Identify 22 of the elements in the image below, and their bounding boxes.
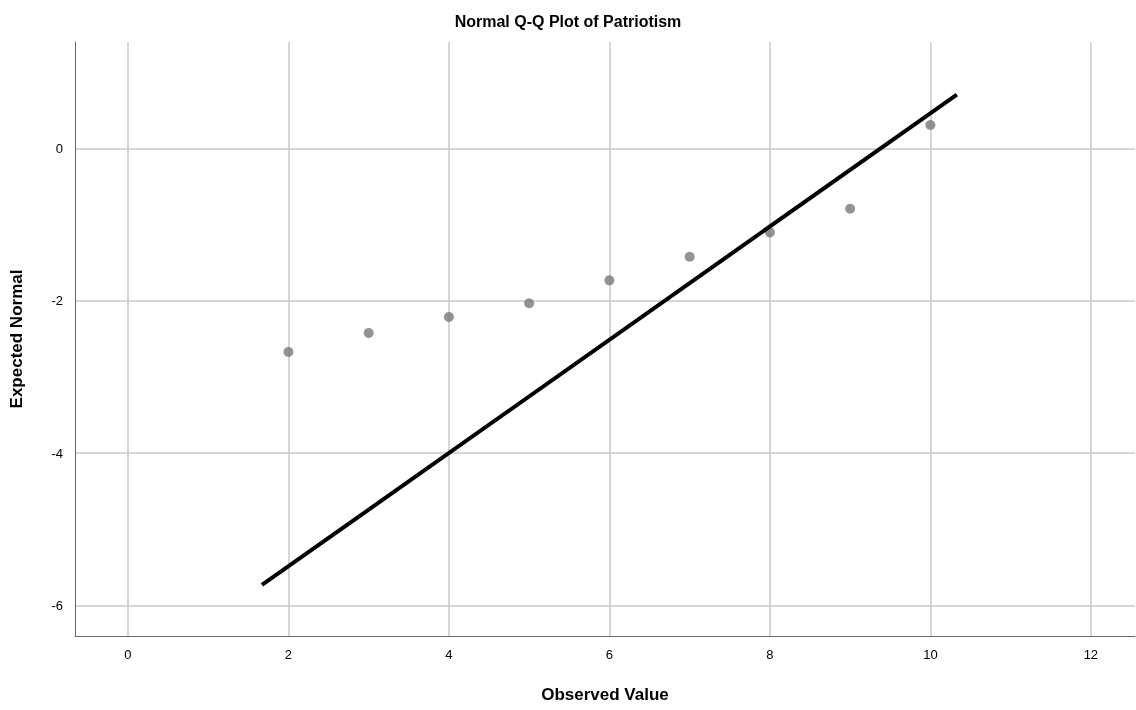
y-tick-label: -4 [51,445,63,461]
point [283,346,294,357]
x-tick-label: 6 [605,647,614,662]
x-tick-label: 8 [766,647,774,662]
x-axis-title: Observed Value [541,685,669,704]
point [925,120,936,130]
x-tick-label: 2 [284,647,293,662]
x-tick-label: 0 [124,647,132,662]
x-tick-label: 10 [923,647,938,662]
y-axis-title: Expected Normal [7,269,26,409]
y-tick-label: -6 [51,598,63,614]
chart-title: Normal Q-Q Plot of Patriotism [454,12,682,30]
point [524,298,535,309]
point [363,327,374,338]
point [845,203,856,214]
point [684,251,695,262]
y-tick-label: -2 [51,293,63,309]
point [443,311,454,322]
y-tick-label: 0 [55,141,63,157]
x-tick-label: 4 [445,647,453,662]
x-tick-label: 12 [1083,647,1099,662]
point [604,275,615,286]
